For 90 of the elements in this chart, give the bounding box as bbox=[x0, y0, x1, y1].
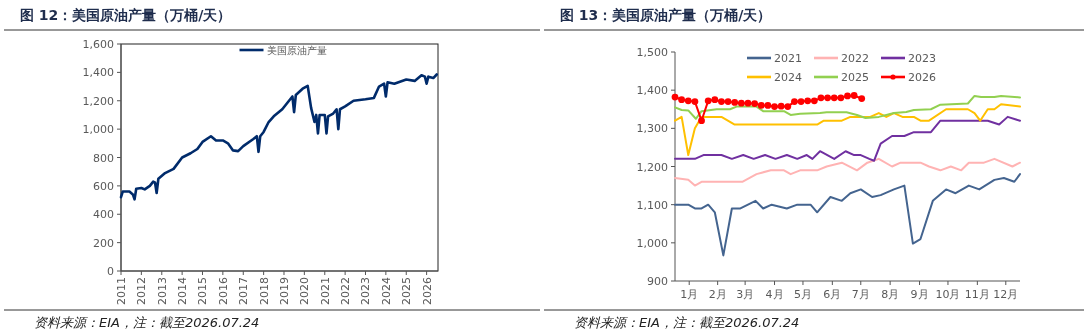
y-tick-label: 1,200 bbox=[82, 94, 114, 108]
x-tick-label: 2012 bbox=[135, 277, 149, 305]
line-series bbox=[674, 103, 1021, 157]
x-tick-label: 9月 bbox=[910, 288, 929, 301]
text: 资料来源：EIA，注：截至2026.07.24 bbox=[574, 315, 800, 330]
point bbox=[684, 97, 692, 105]
x-tick-label: 11月 bbox=[964, 288, 990, 301]
legend-label: 2021 bbox=[774, 52, 802, 65]
legend-label: 2026 bbox=[908, 71, 936, 84]
point bbox=[691, 98, 699, 106]
x-tick-label: 2月 bbox=[708, 288, 727, 301]
x-tick-label: 1月 bbox=[680, 288, 699, 301]
point bbox=[777, 102, 785, 110]
x-tick-label: 10月 bbox=[935, 288, 961, 301]
x-tick-label: 2013 bbox=[155, 277, 169, 305]
point bbox=[671, 93, 679, 101]
x-tick-label: 5月 bbox=[793, 288, 812, 301]
point bbox=[757, 102, 765, 109]
x-tick-label: 2020 bbox=[298, 277, 312, 305]
legend-label: 美国原油产量 bbox=[266, 45, 327, 56]
line-series bbox=[674, 94, 1021, 120]
point bbox=[718, 98, 725, 106]
y-tick-label: 1,000 bbox=[82, 123, 114, 137]
point bbox=[817, 94, 825, 102]
point bbox=[850, 92, 858, 99]
point bbox=[830, 94, 838, 102]
line-series bbox=[674, 157, 1021, 187]
point bbox=[678, 96, 686, 104]
x-tick-label: 3月 bbox=[736, 288, 755, 301]
text: 资料来源：EIA，注：截至2026.07.24 bbox=[34, 315, 260, 330]
x-tick-label: 7月 bbox=[851, 288, 870, 301]
point bbox=[724, 98, 732, 106]
y-tick-label: 1,500 bbox=[636, 46, 668, 59]
line-series bbox=[674, 115, 1021, 162]
x-tick-label: 2021 bbox=[318, 277, 332, 305]
x-tick-label: 8月 bbox=[881, 288, 900, 301]
chart-title: 图 13：美国原油产量（万桶/天） bbox=[560, 7, 772, 23]
y-tick-label: 1,600 bbox=[82, 38, 114, 51]
point bbox=[771, 103, 778, 110]
x-tick-label: 2024 bbox=[379, 277, 393, 305]
point bbox=[810, 97, 818, 105]
point bbox=[737, 99, 745, 107]
x-tick-label: 2025 bbox=[400, 277, 414, 305]
legend-label: 2022 bbox=[841, 52, 869, 65]
y-tick-label: 1,300 bbox=[636, 122, 668, 136]
point bbox=[791, 98, 798, 106]
legend-label: 2023 bbox=[908, 52, 936, 65]
point bbox=[764, 102, 772, 109]
x-tick-label: 2019 bbox=[277, 277, 291, 305]
y-tick-label: 1,400 bbox=[636, 84, 668, 98]
y-tick-label: 800 bbox=[93, 151, 114, 165]
point bbox=[804, 97, 812, 105]
x-tick-label: 2018 bbox=[257, 277, 271, 305]
x-tick-label: 2022 bbox=[339, 277, 353, 305]
x-tick-label: 2011 bbox=[115, 277, 128, 305]
y-tick-label: 1,000 bbox=[636, 236, 668, 250]
point bbox=[797, 98, 805, 106]
x-tick-label: 2016 bbox=[216, 277, 230, 305]
x-tick-label: 2017 bbox=[237, 277, 251, 305]
x-tick-label: 12月 bbox=[993, 288, 1019, 301]
point bbox=[858, 95, 866, 102]
point bbox=[844, 92, 851, 100]
x-tick-label: 2015 bbox=[196, 277, 210, 305]
line-series bbox=[674, 173, 1021, 257]
point bbox=[824, 94, 831, 102]
y-tick-label: 900 bbox=[647, 275, 668, 288]
x-tick-label: 2014 bbox=[176, 277, 190, 305]
legend-label: 2025 bbox=[841, 71, 869, 84]
point bbox=[837, 94, 845, 102]
x-tick-label: 6月 bbox=[823, 288, 842, 301]
line-series bbox=[119, 73, 439, 201]
y-tick-label: 400 bbox=[93, 208, 114, 222]
x-tick-label: 2023 bbox=[359, 277, 373, 305]
legend-label: 2024 bbox=[774, 71, 802, 84]
x-tick-label: 2026 bbox=[420, 277, 434, 305]
y-tick-label: 0 bbox=[107, 265, 114, 278]
point bbox=[731, 98, 739, 106]
point bbox=[744, 99, 752, 107]
chart-title: 图 12：美国原油产量（万桶/天） bbox=[20, 7, 232, 23]
point bbox=[704, 97, 712, 105]
point bbox=[711, 96, 719, 104]
point bbox=[784, 103, 792, 110]
y-tick-label: 1,400 bbox=[82, 66, 114, 80]
y-tick-label: 1,200 bbox=[636, 160, 668, 174]
y-tick-label: 1,100 bbox=[636, 198, 668, 212]
y-tick-label: 200 bbox=[93, 236, 114, 250]
point bbox=[698, 117, 705, 125]
point bbox=[751, 100, 759, 107]
x-tick-label: 4月 bbox=[765, 288, 784, 301]
y-tick-label: 600 bbox=[93, 179, 114, 193]
